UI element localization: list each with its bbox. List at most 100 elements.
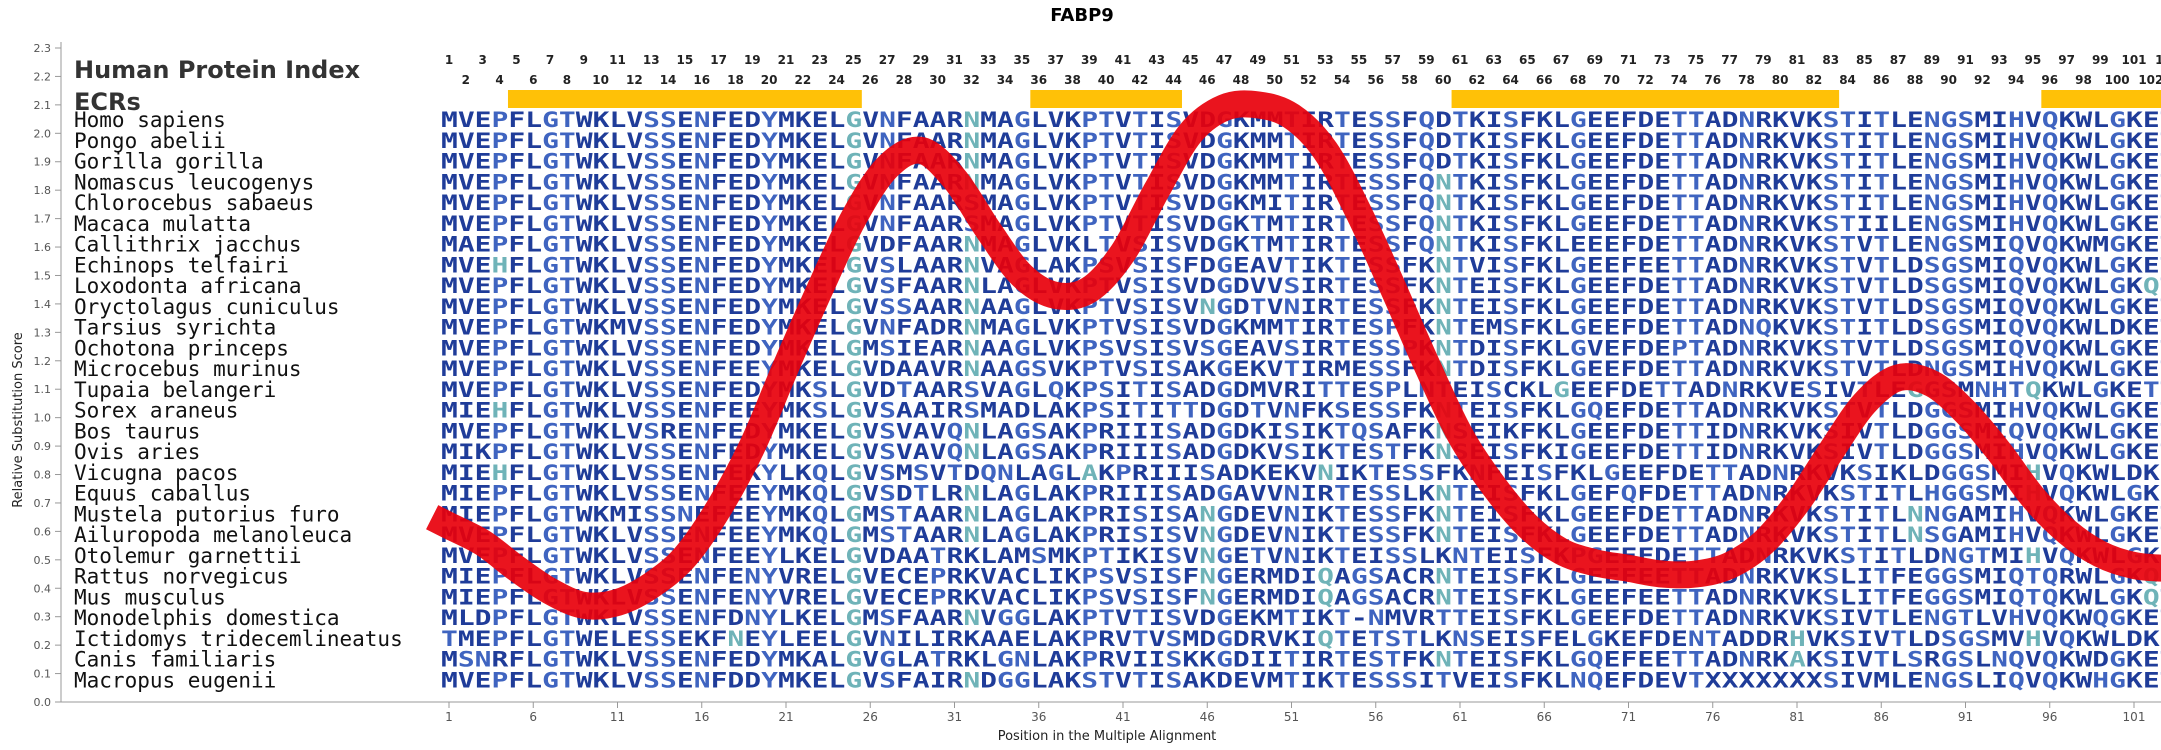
species-label: Macaca mulatta [74, 212, 251, 236]
residue: E [1587, 253, 1604, 277]
residue: N [1435, 170, 1452, 194]
residue: E [1604, 253, 1621, 277]
residue: T [1334, 274, 1351, 298]
index-number: 41 [1115, 53, 1132, 67]
residue: Q [2042, 668, 2059, 692]
residue: F [1519, 129, 1536, 153]
residue: F [1519, 253, 1536, 277]
residue: T [1132, 668, 1149, 692]
residue: I [1856, 150, 1873, 174]
residue: T [1452, 274, 1469, 298]
x-tick-label: 6 [529, 710, 537, 724]
residue: I [1991, 212, 2008, 236]
residue: F [1401, 212, 1418, 236]
residue: E [727, 150, 744, 174]
residue: K [593, 191, 610, 215]
residue: A [1705, 212, 1722, 236]
residue: W [2075, 150, 2092, 174]
residue: P [1081, 108, 1098, 132]
residue: K [593, 668, 610, 692]
residue: K [1064, 129, 1081, 153]
index-number: 37 [1047, 53, 1064, 67]
residue: G [1014, 668, 1031, 692]
residue: I [1840, 668, 1857, 692]
species-label: Loxodonta africana [74, 274, 302, 298]
index-number: 95 [2025, 53, 2042, 67]
residue: W [2075, 191, 2092, 215]
residue: D [1637, 212, 1654, 236]
residue: W [576, 191, 593, 215]
residue: M [441, 108, 458, 132]
residue: V [2025, 212, 2042, 236]
x-tick-label: 86 [1874, 710, 1889, 724]
residue: H [2008, 150, 2025, 174]
residue: K [1317, 253, 1334, 277]
residue: K [795, 233, 812, 257]
residue: E [1351, 129, 1368, 153]
residue: G [997, 668, 1014, 692]
residue: L [1890, 233, 1907, 257]
residue: S [643, 129, 660, 153]
x-tick-label: 66 [1537, 710, 1552, 724]
residue: N [879, 191, 896, 215]
index-number: 67 [1553, 53, 1570, 67]
residue: G [1941, 233, 1958, 257]
residue: E [1587, 170, 1604, 194]
y-tick-label: 2.3 [34, 42, 52, 55]
species-label: Tarsius syrichta [74, 316, 276, 340]
residue: N [694, 668, 711, 692]
residue: H [2008, 191, 2025, 215]
residue: P [492, 170, 509, 194]
residue: N [963, 129, 980, 153]
residue: L [1553, 274, 1570, 298]
residue: S [1957, 150, 1974, 174]
residue: N [1924, 212, 1941, 236]
residue: L [1553, 212, 1570, 236]
residue: G [542, 150, 559, 174]
residue: L [1031, 191, 1048, 215]
residue: V [2025, 170, 2042, 194]
residue: A [913, 212, 930, 236]
residue: E [1604, 108, 1621, 132]
residue: T [559, 170, 576, 194]
residue: I [1991, 129, 2008, 153]
residue: T [559, 253, 576, 277]
residue: S [643, 150, 660, 174]
residue: S [1385, 191, 1402, 215]
residue: Q [1418, 108, 1435, 132]
residue: K [1233, 191, 1250, 215]
residue: S [1385, 668, 1402, 692]
residue: L [1890, 170, 1907, 194]
residue: S [1957, 170, 1974, 194]
residue: N [1924, 129, 1941, 153]
residue: T [1098, 170, 1115, 194]
residue: V [626, 668, 643, 692]
residue: M [1267, 129, 1284, 153]
residue: T [1671, 274, 1688, 298]
residue: N [1738, 274, 1755, 298]
residue: S [1958, 253, 1975, 277]
residue: L [896, 253, 913, 277]
residue: E [727, 233, 744, 257]
residue: N [1738, 150, 1755, 174]
residue: I [1149, 233, 1166, 257]
residue: X [1705, 668, 1722, 692]
index-number: 97 [2058, 53, 2075, 67]
residue: S [643, 108, 660, 132]
residue: T [1688, 233, 1705, 257]
species-label: Ochotona princeps [74, 336, 289, 360]
residue: K [1469, 212, 1486, 236]
residue: I [1486, 253, 1503, 277]
residue: T [1452, 212, 1469, 236]
residue: P [1081, 150, 1098, 174]
residue: T [1688, 108, 1705, 132]
residue: I [1486, 150, 1503, 174]
species-label: Ictidomys tridecemlineatus [74, 627, 403, 651]
residue: P [492, 668, 509, 692]
residue: V [1789, 129, 1806, 153]
residue: W [2075, 253, 2092, 277]
residue: V [458, 253, 475, 277]
residue: L [525, 668, 542, 692]
residue: M [1267, 150, 1284, 174]
residue: F [508, 212, 525, 236]
